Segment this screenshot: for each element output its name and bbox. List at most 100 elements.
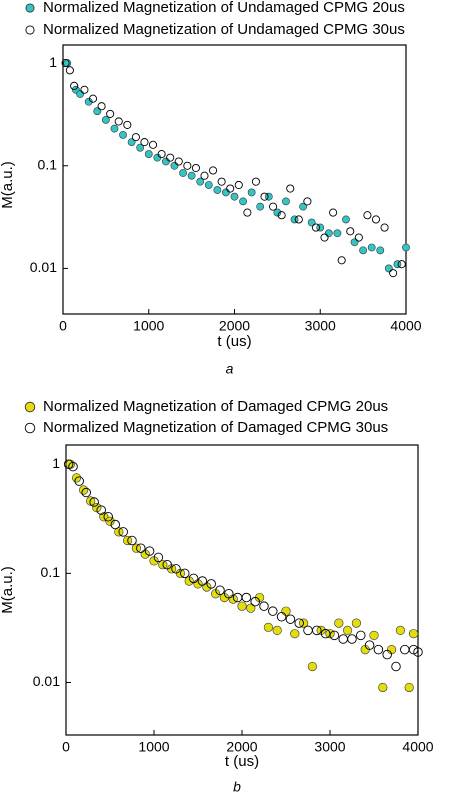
- data-point: [247, 188, 256, 197]
- x-tick-label: 3000: [305, 318, 336, 334]
- data-point: [320, 233, 329, 242]
- data-point: [140, 138, 149, 147]
- legend-label: Normalized Magnetization of Damaged CPMG…: [43, 398, 388, 415]
- data-point: [250, 596, 260, 607]
- data-point: [303, 197, 312, 206]
- data-point: [264, 192, 273, 201]
- legend-bg: [18, 21, 474, 39]
- data-point: [226, 184, 235, 193]
- data-point: [61, 59, 70, 68]
- data-point: [333, 229, 342, 238]
- data-point: [96, 505, 106, 515]
- data-point: [393, 260, 402, 269]
- data-point: [213, 186, 222, 194]
- data-point: [243, 208, 252, 217]
- data-point: [408, 644, 419, 655]
- data-point: [204, 181, 213, 189]
- data-point: [354, 233, 363, 242]
- data-point: [171, 564, 181, 574]
- data-point: [188, 573, 199, 584]
- data-point: [294, 618, 304, 628]
- data-point: [376, 246, 385, 255]
- data-point: [382, 649, 392, 660]
- data-point: [157, 150, 166, 159]
- data-point: [334, 618, 344, 628]
- data-point: [80, 85, 89, 94]
- data-point: [74, 476, 84, 486]
- data-point: [272, 625, 282, 635]
- data-point: [179, 169, 187, 177]
- legend-bg: [18, 0, 474, 17]
- data-point: [320, 628, 331, 639]
- data-point: [256, 202, 265, 211]
- legend-bg: [18, 419, 474, 437]
- data-point: [170, 161, 179, 170]
- data-point: [246, 603, 256, 613]
- data-point: [127, 138, 136, 146]
- data-point: [329, 208, 338, 217]
- data-point: [241, 592, 252, 603]
- x-tick-label: 0: [59, 318, 67, 334]
- data-point: [299, 202, 307, 211]
- data-point: [371, 215, 381, 224]
- data-point: [373, 644, 384, 655]
- y-tick-label: 0.1: [38, 156, 58, 172]
- x-axis-label: t (us): [217, 333, 251, 350]
- data-point: [88, 94, 98, 103]
- data-point: [162, 559, 172, 570]
- y-tick-label: 1: [52, 455, 60, 471]
- data-point: [342, 215, 350, 224]
- data-point: [364, 640, 375, 650]
- data-point: [110, 124, 119, 133]
- data-point: [230, 192, 239, 201]
- data-point: [63, 59, 72, 67]
- data-point: [92, 503, 102, 513]
- data-point: [369, 630, 379, 640]
- data-point: [329, 630, 340, 641]
- data-point: [285, 614, 296, 624]
- data-point: [78, 485, 89, 495]
- data-point: [187, 171, 196, 180]
- plot-frame: [62, 44, 407, 315]
- data-point: [307, 661, 318, 672]
- y-tick-label: 0.01: [30, 259, 57, 275]
- data-point: [409, 629, 419, 639]
- data-point: [290, 629, 300, 639]
- y-tick-label: 0.01: [33, 673, 60, 689]
- data-point: [224, 589, 234, 599]
- data-point: [209, 166, 218, 175]
- x-tick-label: 4000: [390, 318, 421, 334]
- data-point: [136, 143, 145, 152]
- data-point: [200, 171, 209, 180]
- data-point: [343, 625, 353, 635]
- data-point: [144, 546, 155, 556]
- x-tick-label: 4000: [402, 739, 433, 755]
- data-point: [380, 223, 389, 232]
- data-point: [144, 150, 153, 158]
- data-point: [400, 644, 410, 655]
- data-point: [351, 618, 362, 628]
- data-point: [206, 579, 216, 589]
- data-point: [86, 496, 96, 506]
- data-point: [84, 97, 93, 106]
- legend-marker: [24, 422, 36, 434]
- data-point: [65, 459, 75, 469]
- data-point: [123, 120, 132, 129]
- data-point: [402, 243, 410, 252]
- data-point: [312, 625, 322, 636]
- data-point: [268, 606, 278, 616]
- legend-label: Normalized Magnetization of Damaged CPMG…: [43, 419, 388, 436]
- data-point: [290, 215, 299, 224]
- data-point: [260, 192, 269, 201]
- caption: a: [226, 361, 234, 377]
- data-point: [269, 202, 278, 211]
- plot-frame: [65, 444, 419, 736]
- data-point: [101, 115, 110, 124]
- data-point: [259, 601, 269, 611]
- data-point: [76, 90, 85, 98]
- data-point: [384, 264, 393, 273]
- data-point: [222, 188, 230, 197]
- legend-bg: [18, 398, 474, 416]
- data-point: [359, 246, 368, 255]
- data-point: [97, 102, 106, 111]
